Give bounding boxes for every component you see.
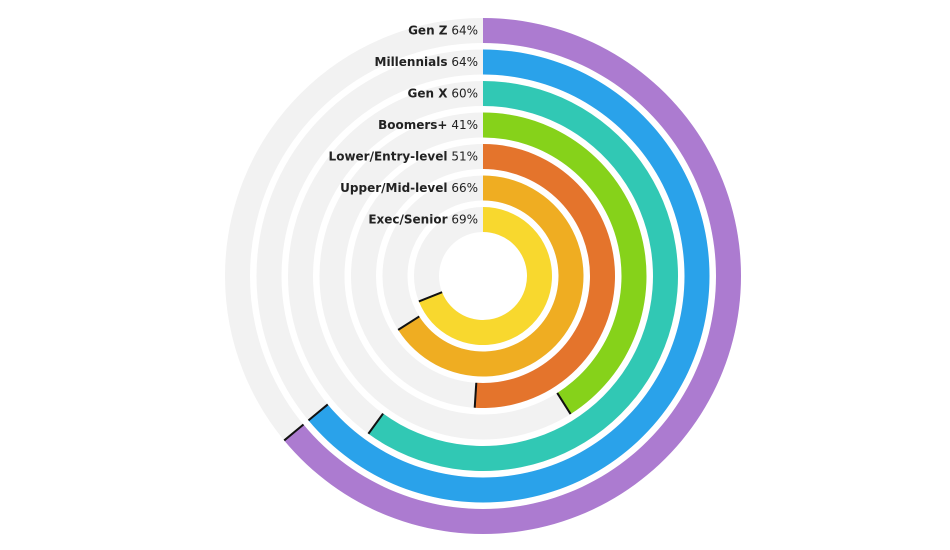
radial-bar	[418, 207, 552, 346]
bar-end	[556, 392, 572, 415]
value-label: 60%	[451, 86, 478, 100]
bar-end	[397, 315, 420, 331]
bar-label: Gen X 60%	[408, 86, 478, 100]
bar-label: Upper/Mid-level 66%	[340, 181, 478, 195]
radial-bar	[284, 18, 742, 535]
bar-label: Boomers+ 41%	[378, 118, 478, 132]
radial-bar	[483, 112, 647, 415]
radial-bar	[308, 49, 710, 503]
value-label: 51%	[451, 149, 478, 163]
series-name: Millennials	[375, 55, 448, 69]
bar-label: Lower/Entry-level 51%	[329, 149, 478, 163]
bar-label: Gen Z 64%	[408, 23, 478, 37]
bar-label: Millennials 64%	[375, 55, 478, 69]
value-label: 69%	[451, 212, 478, 226]
bar-end	[367, 412, 384, 435]
bar-end	[283, 423, 305, 442]
radial-bar	[368, 81, 678, 471]
series-name: Gen X	[408, 86, 449, 100]
value-label: 64%	[451, 55, 478, 69]
radial-bar	[474, 144, 616, 408]
bar-end	[473, 382, 478, 408]
value-label: 66%	[451, 181, 478, 195]
bar-end	[307, 403, 329, 422]
series-name: Upper/Mid-level	[340, 181, 447, 195]
series-name: Lower/Entry-level	[329, 149, 448, 163]
bar-end	[418, 291, 443, 303]
value-label: 64%	[451, 23, 478, 37]
series-name: Boomers+	[378, 118, 447, 132]
bar-label: Exec/Senior 69%	[368, 212, 478, 226]
series-name: Gen Z	[408, 23, 448, 37]
value-label: 41%	[451, 118, 478, 132]
series-name: Exec/Senior	[368, 212, 447, 226]
